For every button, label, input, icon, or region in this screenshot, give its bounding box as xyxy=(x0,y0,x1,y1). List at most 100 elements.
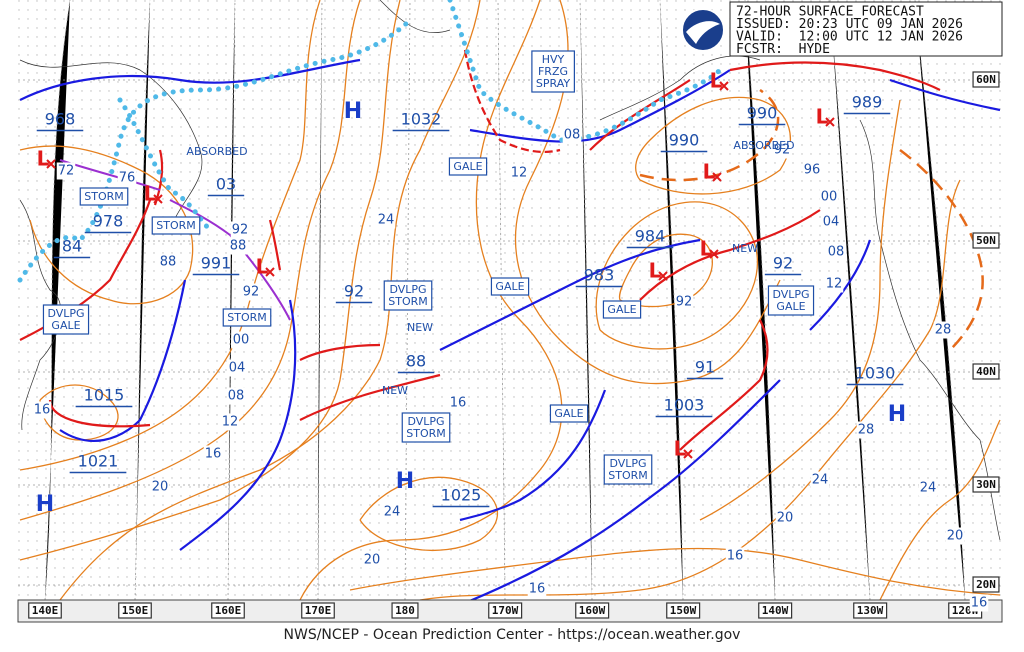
isobar-label-bg xyxy=(226,387,246,405)
warning-label: STORM xyxy=(406,427,446,440)
latitude-label: 50N xyxy=(976,234,996,247)
warning-label: DVLPG xyxy=(389,283,426,296)
longitude-label-box xyxy=(853,602,888,619)
low-center: L xyxy=(256,255,269,279)
isobar-label-bg xyxy=(241,283,261,301)
isobar-label-bg xyxy=(230,221,250,239)
isobar-label: 16 xyxy=(450,396,467,411)
isobar-label-bg xyxy=(227,359,247,377)
longitude-label: 150E xyxy=(122,604,149,617)
isobar-label: 08 xyxy=(228,389,245,404)
isobar-label: 20 xyxy=(947,529,964,544)
isobar-label: 24 xyxy=(920,481,937,496)
isobar-label-bg xyxy=(562,126,582,144)
pressure-label: 1032 xyxy=(401,110,442,129)
isobar-label-bg xyxy=(725,547,745,565)
pressure-label: 92 xyxy=(344,282,364,301)
low-center-x xyxy=(265,267,275,277)
low-center: L xyxy=(144,182,157,206)
warning-label: GALE xyxy=(607,303,636,316)
warning-label: NEW xyxy=(732,242,758,255)
longitude-label: 140W xyxy=(762,604,789,617)
latitude-label: 30N xyxy=(976,478,996,491)
warning-box xyxy=(549,404,589,423)
latitude-label: 60N xyxy=(976,73,996,86)
pressure-label: 989 xyxy=(852,93,883,112)
header-line: FCSTR: HYDE xyxy=(736,42,830,57)
longitude-label: 170E xyxy=(305,604,332,617)
isobar-label: 08 xyxy=(564,128,581,143)
isobar-label-bg xyxy=(810,471,830,489)
isobar-label: 00 xyxy=(821,190,838,205)
warning-label: SPRAY xyxy=(536,77,570,90)
isobar-label-bg xyxy=(448,394,468,412)
longitude-label-box xyxy=(28,602,62,619)
high-center: H xyxy=(888,402,906,427)
isobar-label: 92 xyxy=(774,143,791,158)
low-center-x xyxy=(46,159,56,169)
isobar-label: 20 xyxy=(152,480,169,495)
isobar-label-bg xyxy=(819,188,839,206)
warning-label: HVY xyxy=(542,53,565,66)
isobar-label-bg xyxy=(527,580,547,598)
longitude-label-box xyxy=(391,602,419,619)
longitude-label-box xyxy=(575,602,610,619)
isobar-label: 88 xyxy=(160,255,177,270)
longitude-label: 160W xyxy=(579,604,606,617)
warning-label: STORM xyxy=(608,469,648,482)
longitude-label-box xyxy=(666,602,701,619)
low-center-x xyxy=(683,449,693,459)
pressure-label: 1025 xyxy=(441,486,482,505)
header-line: 72-HOUR SURFACE FORECAST xyxy=(736,5,924,20)
warning-label: STORM xyxy=(156,219,196,232)
isobar-label: 16 xyxy=(529,582,546,597)
isobar-label: 92 xyxy=(243,285,260,300)
header-line: ISSUED: 20:23 UTC 09 JAN 2026 xyxy=(736,17,963,32)
isobar-label: 24 xyxy=(384,505,401,520)
footer: NWS/NCEP - Ocean Prediction Center - htt… xyxy=(284,627,741,643)
isobar-label: 20 xyxy=(777,511,794,526)
isobar-label: 76 xyxy=(119,171,136,186)
isobar-label: 92 xyxy=(232,223,249,238)
isobar-label-bg xyxy=(158,253,178,271)
longitude-label: 170W xyxy=(492,604,519,617)
latitude-label: 40N xyxy=(976,365,996,378)
isobar-label-bg xyxy=(824,275,844,293)
low-center: L xyxy=(710,69,723,93)
isobar-label: 12 xyxy=(826,277,843,292)
isobar-label: 12 xyxy=(222,415,239,430)
warning-label: ABSORBED xyxy=(733,139,794,152)
low-center: L xyxy=(700,237,713,261)
longitude-label-box xyxy=(211,602,245,619)
isobar-label-bg xyxy=(56,162,76,180)
isobar-label: 08 xyxy=(828,245,845,260)
low-center-x xyxy=(825,117,835,127)
isobar-label: 28 xyxy=(858,423,875,438)
latitude-label-box xyxy=(972,71,1000,88)
pressure-label: 1015 xyxy=(84,386,125,405)
low-center: L xyxy=(703,160,716,184)
header-box xyxy=(729,1,1003,57)
latitude-label: 20N xyxy=(976,578,996,591)
warning-box xyxy=(401,412,451,443)
latitude-label-box xyxy=(972,476,1000,493)
longitude-label: 180 xyxy=(395,604,415,617)
warning-label: STORM xyxy=(388,295,428,308)
latitude-label-box xyxy=(972,232,1000,249)
pressure-label: 983 xyxy=(584,266,615,285)
high-center: H xyxy=(36,492,54,517)
pressure-label: 984 xyxy=(635,227,666,246)
map-background xyxy=(18,0,1002,600)
isobar-label-bg xyxy=(772,141,792,159)
pressure-label: 91 xyxy=(695,358,715,377)
warning-box xyxy=(222,308,272,327)
isobar-label-bg xyxy=(362,551,382,569)
isobar-label-bg xyxy=(376,211,396,229)
isobar-label-bg xyxy=(802,161,822,179)
isobar-label: 12 xyxy=(511,166,528,181)
pressure-label: 968 xyxy=(45,110,76,129)
warning-label: FRZG xyxy=(538,65,568,78)
isobar-label-bg xyxy=(220,413,240,431)
warning-label: NEW xyxy=(382,384,408,397)
